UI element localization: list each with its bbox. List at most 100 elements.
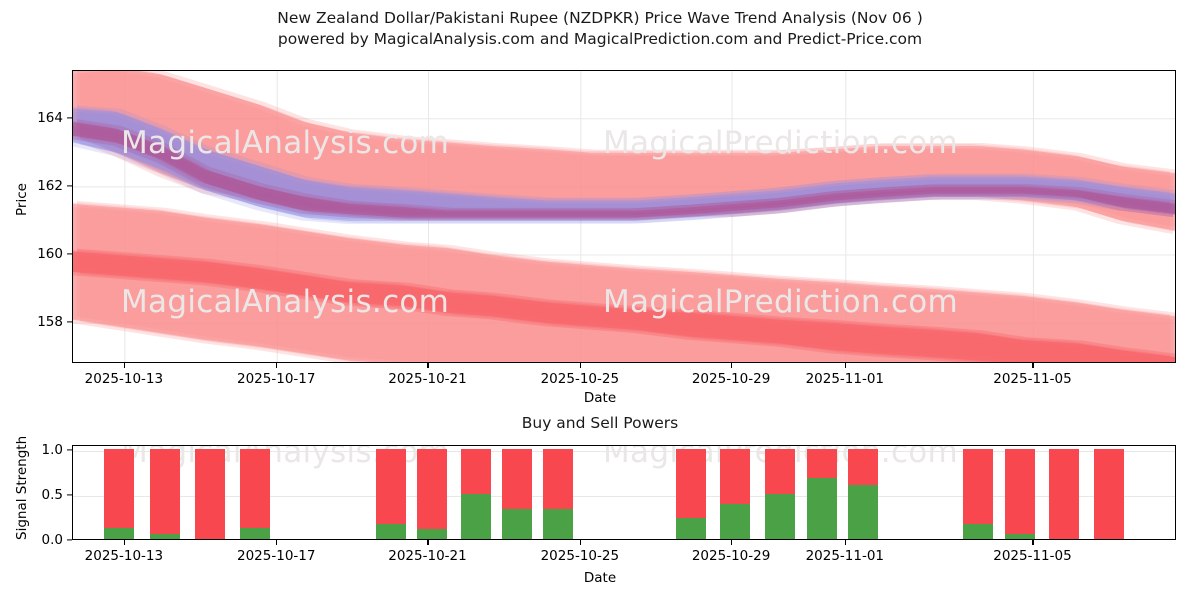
signal-bar[interactable] — [240, 448, 271, 539]
signal-x-tick-label: 2025-10-21 — [388, 548, 467, 564]
buy-power-segment — [542, 509, 573, 539]
buy-power-segment — [460, 493, 491, 539]
signal-y-tick-label: 0.5 — [41, 486, 63, 503]
signal-gridline — [73, 495, 1175, 497]
sell-power-segment — [460, 448, 491, 494]
signal-x-tick-mark — [1032, 540, 1034, 545]
signal-x-tick-label: 2025-10-13 — [84, 548, 164, 564]
signal-y-tick-label: 0.0 — [41, 532, 63, 548]
buy-power-segment — [149, 534, 180, 539]
signal-bar[interactable] — [194, 448, 225, 539]
signal-x-tick-mark — [731, 540, 733, 545]
signal-x-tick-mark — [276, 540, 278, 545]
signal-x-tick-mark — [844, 540, 846, 545]
signal-x-tick-mark — [427, 540, 429, 545]
sell-power-segment — [240, 448, 271, 529]
sell-power-segment — [416, 448, 447, 530]
signal-bar[interactable] — [542, 448, 573, 539]
signal-bar[interactable] — [149, 448, 180, 539]
signal-y-tick-mark — [67, 539, 72, 541]
signal-bar[interactable] — [1093, 448, 1124, 539]
price-x-tick-label: 2025-10-25 — [540, 371, 620, 387]
signal-bar[interactable] — [375, 448, 406, 539]
buy-power-segment — [240, 528, 271, 539]
price-x-tick-label: 2025-11-01 — [805, 371, 885, 387]
price-x-tick-mark — [123, 363, 126, 368]
signal-y-tick-mark — [67, 448, 72, 451]
sell-power-segment — [1049, 448, 1080, 539]
signal-bar[interactable] — [460, 448, 491, 539]
price-x-axis-label: Date — [583, 390, 617, 406]
price-y-tick-label: 164 — [37, 109, 63, 126]
price-x-tick-label: 2025-10-21 — [388, 371, 467, 387]
price-x-tick-label: 2025-11-05 — [993, 371, 1072, 387]
signal-bar[interactable] — [104, 448, 135, 539]
buy-power-segment — [1005, 534, 1036, 539]
buy-power-segment — [501, 509, 532, 539]
title-line-2: powered by MagicalAnalysis.com and Magic… — [277, 30, 923, 48]
sell-power-segment — [1005, 448, 1036, 535]
sell-power-segment — [104, 448, 135, 529]
signal-bar[interactable] — [1005, 448, 1036, 539]
signal-bar[interactable] — [848, 448, 879, 539]
sell-power-segment — [720, 448, 751, 504]
price-wave-chart: MagicalAnalysis.com MagicalPrediction.co… — [72, 70, 1176, 363]
buy-power-segment — [676, 518, 707, 539]
signal-x-tick-label: 2025-10-17 — [237, 548, 316, 564]
price-x-tick-mark — [844, 363, 846, 368]
price-y-tick-mark — [67, 321, 72, 323]
price-plot-area: MagicalAnalysis.com MagicalPrediction.co… — [72, 70, 1176, 363]
buy-power-segment — [764, 493, 795, 539]
signal-bar[interactable] — [501, 448, 532, 539]
price-y-axis-label: Price — [14, 183, 30, 216]
price-x-tick-mark — [276, 363, 278, 368]
buy-power-segment — [963, 523, 994, 539]
signal-bar[interactable] — [806, 448, 837, 539]
signal-plot-area: MagicalAnalysis.com MagicalPrediction.co… — [72, 445, 1176, 540]
sell-power-segment — [375, 448, 406, 524]
price-bands-svg — [73, 71, 1175, 362]
signal-bar[interactable] — [1049, 448, 1080, 539]
buy-sell-powers-chart: MagicalAnalysis.com MagicalPrediction.co… — [72, 445, 1176, 540]
buy-power-segment — [806, 478, 837, 539]
signal-x-tick-label: 2025-11-05 — [993, 548, 1072, 564]
signal-x-tick-label: 2025-10-29 — [691, 548, 771, 564]
signal-bar[interactable] — [676, 448, 707, 539]
buy-power-segment — [416, 529, 447, 539]
signal-x-tick-label: 2025-11-01 — [805, 548, 885, 564]
signal-bar[interactable] — [720, 448, 751, 539]
price-y-tick-mark — [67, 117, 72, 119]
sell-power-segment — [806, 448, 837, 479]
price-y-tick-label: 158 — [37, 314, 63, 331]
price-x-tick-mark — [731, 363, 733, 368]
sell-power-segment — [848, 448, 879, 485]
price-x-tick-mark — [579, 363, 582, 368]
sell-power-segment — [1093, 448, 1124, 539]
price-y-tick-label: 162 — [37, 177, 63, 194]
price-x-tick-label: 2025-10-17 — [237, 371, 316, 387]
title-line-1: New Zealand Dollar/Pakistani Rupee (NZDP… — [277, 9, 923, 27]
signal-x-axis-label: Date — [583, 570, 617, 586]
sell-power-segment — [676, 448, 707, 519]
signal-x-tick-label: 2025-10-25 — [540, 548, 620, 564]
price-y-tick-mark — [67, 253, 72, 255]
price-x-tick-mark — [1032, 363, 1034, 368]
sell-power-segment — [963, 448, 994, 524]
signal-y-tick-label: 1.0 — [41, 441, 63, 458]
page-title: New Zealand Dollar/Pakistani Rupee (NZDP… — [0, 8, 1200, 50]
sell-power-segment — [542, 448, 573, 510]
signal-bar[interactable] — [416, 448, 447, 539]
price-y-tick-label: 160 — [37, 245, 63, 262]
signal-y-axis-label: Signal Strength — [14, 435, 30, 540]
sell-power-segment — [764, 448, 795, 494]
sell-power-segment — [194, 448, 225, 539]
signal-x-tick-mark — [579, 540, 582, 545]
buy-power-segment — [720, 503, 751, 539]
signal-bar[interactable] — [764, 448, 795, 539]
price-x-tick-label: 2025-10-29 — [691, 371, 771, 387]
price-x-tick-mark — [427, 363, 429, 368]
signal-bar[interactable] — [963, 448, 994, 539]
price-y-tick-mark — [67, 185, 72, 187]
sell-power-segment — [149, 448, 180, 535]
